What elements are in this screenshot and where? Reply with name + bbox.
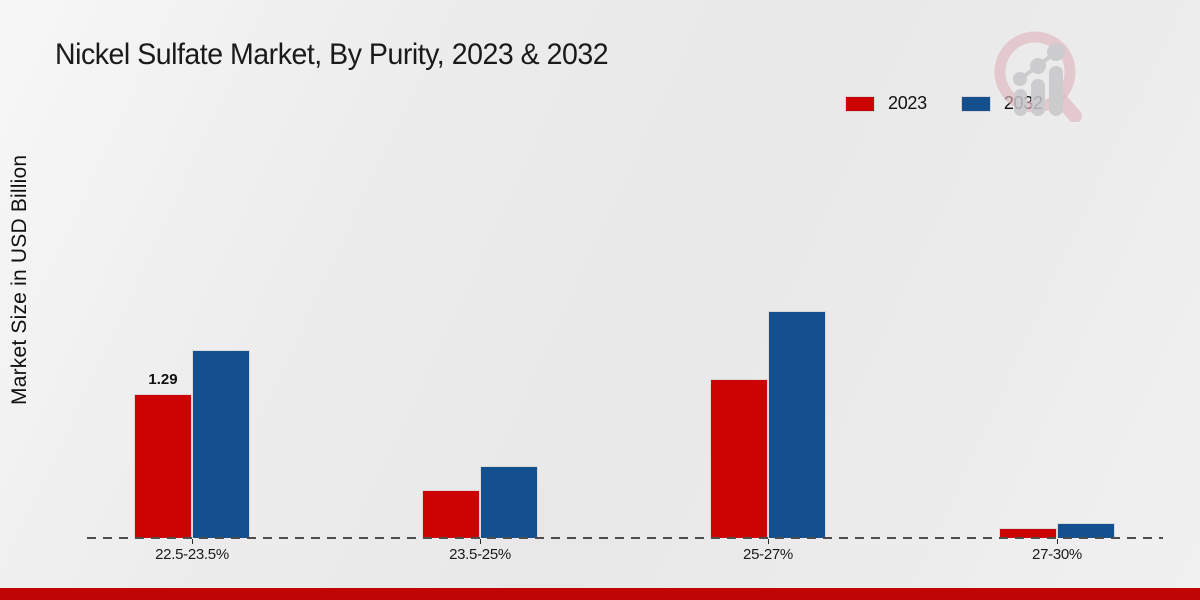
x-axis-tick xyxy=(480,539,481,544)
legend-item-2023: 2023 xyxy=(845,93,927,114)
legend-label-2023: 2023 xyxy=(888,93,927,113)
x-axis-category-label: 25-27% xyxy=(743,546,793,563)
bar-2023-27-30% xyxy=(999,528,1057,538)
x-axis-category-label: 22.5-23.5% xyxy=(155,546,229,563)
bar-2023-22.5-23.5% xyxy=(134,394,192,538)
bar-2032-25-27% xyxy=(768,311,826,538)
bar-2032-22.5-23.5% xyxy=(192,350,250,538)
x-axis-tick xyxy=(1057,539,1058,544)
bar-2032-27-30% xyxy=(1057,523,1115,538)
x-axis-tick xyxy=(192,539,193,544)
bar-value-label: 1.29 xyxy=(148,371,178,388)
chart-title: Nickel Sulfate Market, By Purity, 2023 &… xyxy=(55,38,609,71)
x-axis-category-label: 23.5-25% xyxy=(449,546,511,563)
x-axis-category-label: 27-30% xyxy=(1032,546,1082,563)
bar-2032-23.5-25% xyxy=(480,466,538,538)
legend-swatch-2032 xyxy=(960,95,991,112)
x-axis-tick xyxy=(768,539,769,544)
legend-swatch-2023 xyxy=(845,95,875,112)
footer-accent-strip xyxy=(0,588,1200,600)
bar-2023-23.5-25% xyxy=(422,490,480,538)
bar-2023-25-27% xyxy=(710,379,768,538)
x-axis-dashed-baseline xyxy=(87,537,1163,539)
